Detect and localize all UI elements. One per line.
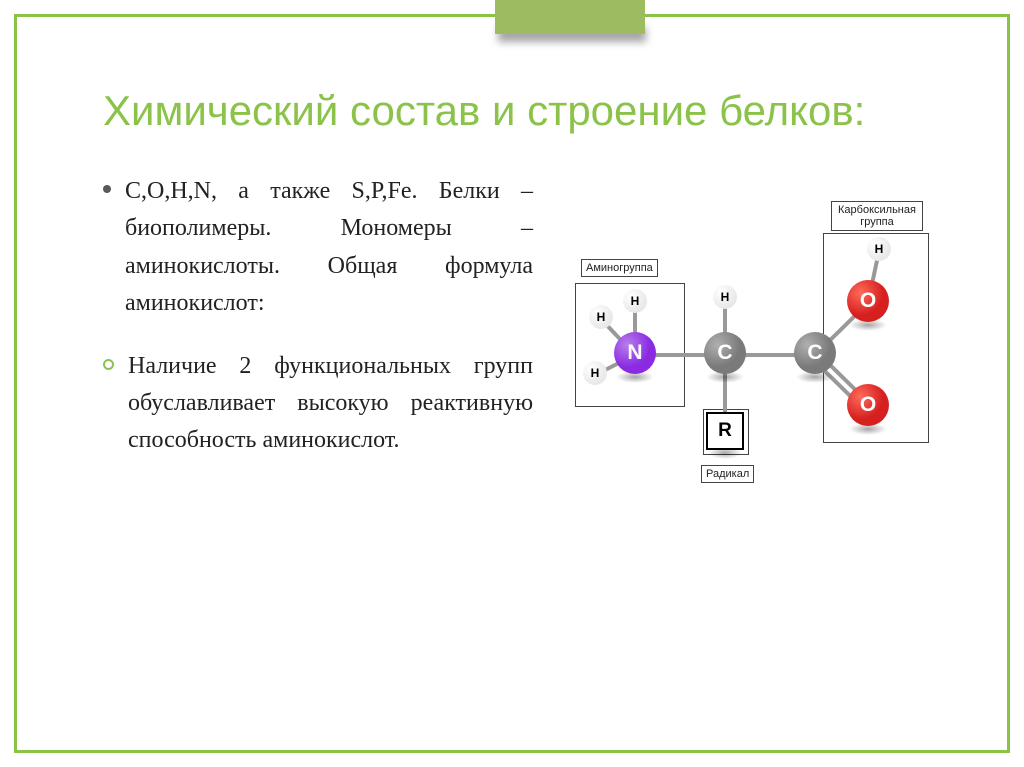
bullet-text: C,O,H,N, а также S,P,Fe. Белки – биополи… xyxy=(125,173,533,322)
bullet-item-1: C,O,H,N, а также S,P,Fe. Белки – биополи… xyxy=(103,173,533,322)
group-label: Радикал xyxy=(701,465,754,483)
body-row: C,O,H,N, а также S,P,Fe. Белки – биополи… xyxy=(103,173,937,513)
decorative-tab xyxy=(495,0,645,34)
bullet-item-2: Наличие 2 функциональных групп обуславли… xyxy=(103,348,533,460)
atom-r: R xyxy=(706,412,744,450)
atom-h: H xyxy=(713,285,737,309)
molecule-canvas: Аминогруппа Карбоксильная группа Радикал N C… xyxy=(563,193,933,513)
bullet-marker-ring xyxy=(103,359,114,370)
atom-c: C xyxy=(704,332,746,374)
atom-o: O xyxy=(847,280,889,322)
atom-c: C xyxy=(794,332,836,374)
slide-content: Химический состав и строение белков: C,O… xyxy=(17,17,1007,750)
atom-o: O xyxy=(847,384,889,426)
slide-frame: Химический состав и строение белков: C,O… xyxy=(14,14,1010,753)
group-label: Аминогруппа xyxy=(581,259,658,277)
slide-title: Химический состав и строение белков: xyxy=(103,87,937,135)
text-column: C,O,H,N, а также S,P,Fe. Белки – биополи… xyxy=(103,173,533,513)
molecule-diagram: Аминогруппа Карбоксильная группа Радикал N C… xyxy=(563,173,937,513)
bullet-marker-dot xyxy=(103,185,111,193)
atom-n: N xyxy=(614,332,656,374)
bullet-text: Наличие 2 функциональных групп обуславли… xyxy=(128,348,533,460)
group-label: Карбоксильная группа xyxy=(831,201,923,231)
